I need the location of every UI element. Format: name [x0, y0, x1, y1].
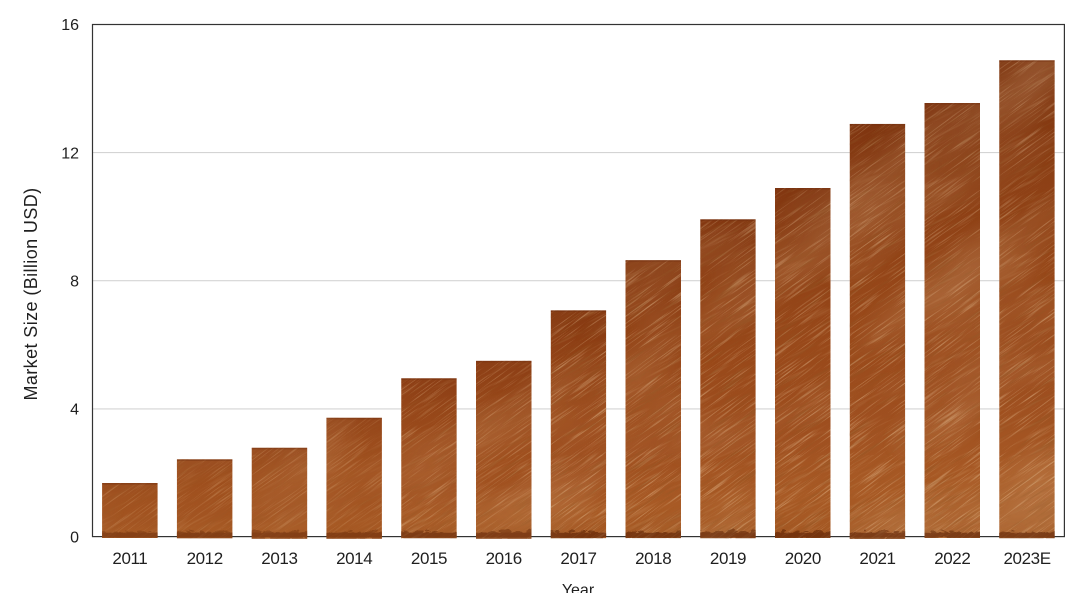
svg-text:16: 16 [61, 17, 79, 34]
svg-text:2016: 2016 [486, 549, 522, 568]
svg-text:Year: Year [562, 582, 595, 593]
svg-text:8: 8 [70, 273, 79, 290]
svg-text:2021: 2021 [859, 549, 895, 568]
svg-text:2012: 2012 [187, 549, 223, 568]
svg-text:Market Size (Billion USD): Market Size (Billion USD) [21, 187, 41, 400]
svg-text:2011: 2011 [112, 549, 147, 568]
svg-text:2017: 2017 [560, 549, 596, 568]
svg-text:2019: 2019 [710, 549, 746, 568]
svg-text:2018: 2018 [635, 549, 671, 568]
svg-text:4: 4 [70, 402, 79, 419]
svg-text:12: 12 [61, 145, 79, 162]
svg-text:2023E: 2023E [1004, 549, 1051, 568]
svg-text:2014: 2014 [336, 549, 372, 568]
svg-text:0: 0 [70, 529, 79, 546]
svg-text:2015: 2015 [411, 549, 447, 568]
svg-text:2022: 2022 [934, 549, 970, 568]
svg-text:2020: 2020 [785, 549, 821, 568]
svg-text:2013: 2013 [261, 549, 297, 568]
